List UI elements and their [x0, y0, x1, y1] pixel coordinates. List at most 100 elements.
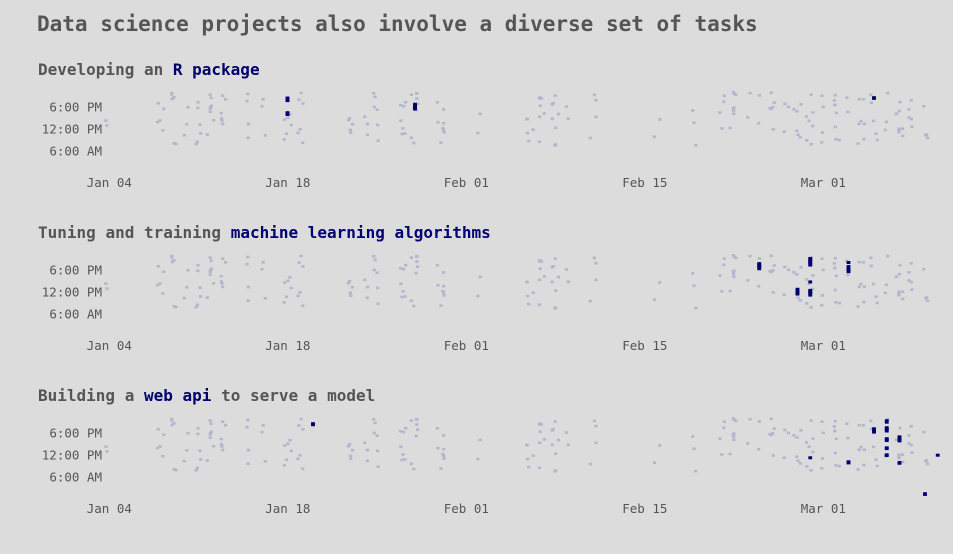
activity-mark [833, 93, 837, 97]
activity-mark [375, 434, 379, 437]
activity-mark [734, 93, 738, 97]
activity-mark [564, 431, 568, 434]
activity-mark [283, 444, 287, 447]
activity-mark [170, 260, 174, 264]
activity-mark [539, 260, 544, 263]
activity-mark [208, 433, 212, 436]
activity-mark [531, 454, 535, 457]
activity-mark [219, 274, 223, 278]
activity-mark [538, 422, 542, 425]
activity-mark [861, 423, 866, 427]
activity-mark [551, 265, 555, 268]
task-mark [846, 461, 851, 465]
activity-mark [728, 452, 732, 456]
activity-mark [441, 289, 445, 293]
activity-mark [845, 259, 849, 263]
activity-mark [748, 254, 752, 258]
activity-mark [809, 419, 813, 422]
activity-mark [804, 115, 809, 118]
activity-mark [170, 97, 174, 101]
x-tick-label: Feb 15 [622, 501, 667, 516]
activity-mark [886, 91, 890, 95]
title-word: learning [307, 223, 385, 242]
activity-mark [550, 117, 554, 121]
activity-mark [875, 138, 879, 142]
activity-mark [347, 442, 352, 446]
activity-mark [441, 454, 446, 458]
activity-mark [871, 445, 876, 449]
activity-mark [909, 117, 913, 121]
activity-mark [769, 417, 773, 421]
activity-mark [525, 443, 529, 447]
activity-mark [245, 99, 249, 103]
activity-mark [861, 260, 866, 264]
y-tick-label: 6:00 AM [49, 307, 102, 322]
activity-mark [652, 298, 657, 301]
activity-mark [441, 452, 445, 456]
activity-mark [556, 275, 561, 279]
activity-mark [809, 468, 813, 472]
activity-mark [301, 304, 305, 308]
activity-mark [194, 468, 198, 472]
activity-mark [857, 260, 861, 264]
activity-mark [771, 291, 775, 294]
activity-mark [922, 267, 926, 271]
activity-mark [925, 299, 930, 303]
activity-mark [869, 93, 873, 97]
panel-title-r-package: Developing an R package [38, 60, 260, 79]
activity-mark [161, 455, 165, 458]
activity-mark [925, 462, 930, 466]
activity-mark [820, 457, 825, 460]
activity-mark [375, 108, 379, 111]
activity-mark [772, 101, 776, 104]
activity-mark [886, 417, 890, 421]
activity-mark [871, 119, 876, 123]
activity-mark [527, 465, 531, 469]
activity-mark [220, 282, 224, 285]
activity-mark [221, 257, 225, 260]
activity-mark [297, 261, 301, 264]
activity-mark [833, 256, 837, 260]
activity-mark [104, 282, 108, 285]
activity-mark [732, 255, 736, 259]
activity-mark [804, 441, 809, 444]
x-tick-label: Mar 01 [801, 338, 846, 353]
activity-mark [732, 109, 736, 113]
activity-mark [553, 469, 558, 472]
activity-mark [185, 123, 189, 126]
activity-mark [720, 290, 724, 293]
activity-mark [299, 91, 303, 95]
activity-mark [404, 426, 408, 430]
activity-mark [182, 296, 186, 300]
activity-mark [282, 464, 286, 467]
activity-mark [158, 119, 162, 122]
activity-mark [746, 279, 750, 282]
activity-mark [376, 302, 380, 306]
activity-mark [553, 420, 557, 423]
activity-mark [172, 421, 176, 425]
activity-mark [832, 99, 836, 102]
activity-mark [807, 282, 811, 286]
activity-mark [219, 117, 224, 120]
activity-mark [221, 448, 225, 452]
task-mark [808, 280, 813, 284]
activity-mark [185, 286, 189, 289]
activity-mark [104, 119, 108, 122]
activity-mark [658, 444, 662, 447]
task-mark [884, 429, 889, 433]
activity-mark [208, 107, 212, 110]
activity-mark [246, 448, 250, 452]
activity-mark [282, 138, 286, 141]
task-mark [285, 99, 290, 103]
activity-mark [694, 469, 698, 473]
activity-mark [731, 433, 735, 436]
activity-mark [349, 294, 353, 297]
activity-mark [804, 278, 809, 281]
activity-mark [409, 299, 413, 303]
activity-mark [105, 287, 109, 290]
activity-mark [694, 306, 698, 310]
activity-mark [554, 289, 558, 292]
x-tick-label: Jan 04 [87, 501, 132, 516]
activity-mark [401, 430, 406, 434]
activity-mark [286, 442, 290, 446]
